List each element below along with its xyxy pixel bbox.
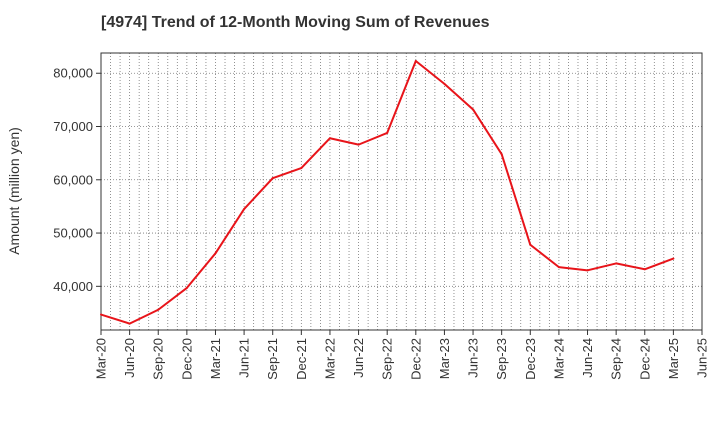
x-tick-label: Dec-22 [408, 338, 423, 380]
x-tick-label: Sep-22 [380, 338, 395, 380]
y-tick-label: 50,000 [53, 226, 93, 241]
chart-title: [4974] Trend of 12-Month Moving Sum of R… [101, 14, 490, 31]
data-point [185, 286, 188, 289]
series-layer [100, 59, 675, 325]
x-tick-label: Mar-22 [322, 338, 337, 379]
x-tick-label: Dec-20 [179, 338, 194, 380]
x-tick-label: Jun-20 [122, 338, 137, 378]
data-point [157, 308, 160, 311]
x-tick-label: Jun-23 [466, 338, 481, 378]
grid-layer [101, 53, 702, 330]
x-tick-label: Jun-24 [580, 338, 595, 378]
x-tick-label: Jun-21 [237, 338, 252, 378]
data-point [643, 268, 646, 271]
data-point [557, 266, 560, 269]
x-tick-label: Dec-21 [294, 338, 309, 380]
data-point [243, 208, 246, 211]
x-tick-label: Dec-24 [637, 338, 652, 380]
x-tick-label: Mar-25 [666, 338, 681, 379]
data-point [357, 143, 360, 146]
data-point [128, 322, 131, 325]
x-tick-label: Sep-20 [151, 338, 166, 380]
data-point [100, 313, 102, 316]
data-point [500, 153, 503, 156]
x-tick-label: Mar-23 [437, 338, 452, 379]
data-point [586, 269, 589, 272]
x-tick-label: Sep-24 [609, 338, 624, 380]
data-point [414, 59, 417, 62]
data-point [214, 252, 217, 255]
x-tick-label: Sep-23 [494, 338, 509, 380]
y-tick-label: 70,000 [53, 119, 93, 134]
x-tick-label: Jun-22 [351, 338, 366, 378]
y-tick-label: 60,000 [53, 172, 93, 187]
y-tick-labels: 40,000 50,000 60,000 70,000 80,000 [53, 66, 101, 294]
x-tick-label: Mar-21 [208, 338, 223, 379]
data-point [300, 167, 303, 170]
x-tick-label: Dec-23 [523, 338, 538, 380]
data-point [672, 257, 675, 260]
x-tick-label: Sep-21 [265, 338, 280, 380]
y-tick-label: 40,000 [53, 279, 93, 294]
data-point [529, 243, 532, 246]
x-tick-labels: Mar-20 Jun-20 Sep-20 Dec-20 Mar-21 Jun-21 Sep-… [94, 330, 710, 380]
data-point [443, 82, 446, 85]
y-tick-label: 80,000 [53, 66, 93, 81]
data-point [328, 137, 331, 140]
x-tick-label: Jun-25 [695, 338, 710, 378]
x-tick-label: Mar-20 [94, 338, 109, 379]
x-tick-label: Mar-24 [551, 338, 566, 379]
data-point [386, 131, 389, 134]
data-point [271, 177, 274, 180]
data-point [615, 262, 618, 265]
y-axis-label: Amount (million yen) [6, 127, 22, 255]
data-point [472, 108, 475, 111]
plot-frame [100, 52, 703, 331]
